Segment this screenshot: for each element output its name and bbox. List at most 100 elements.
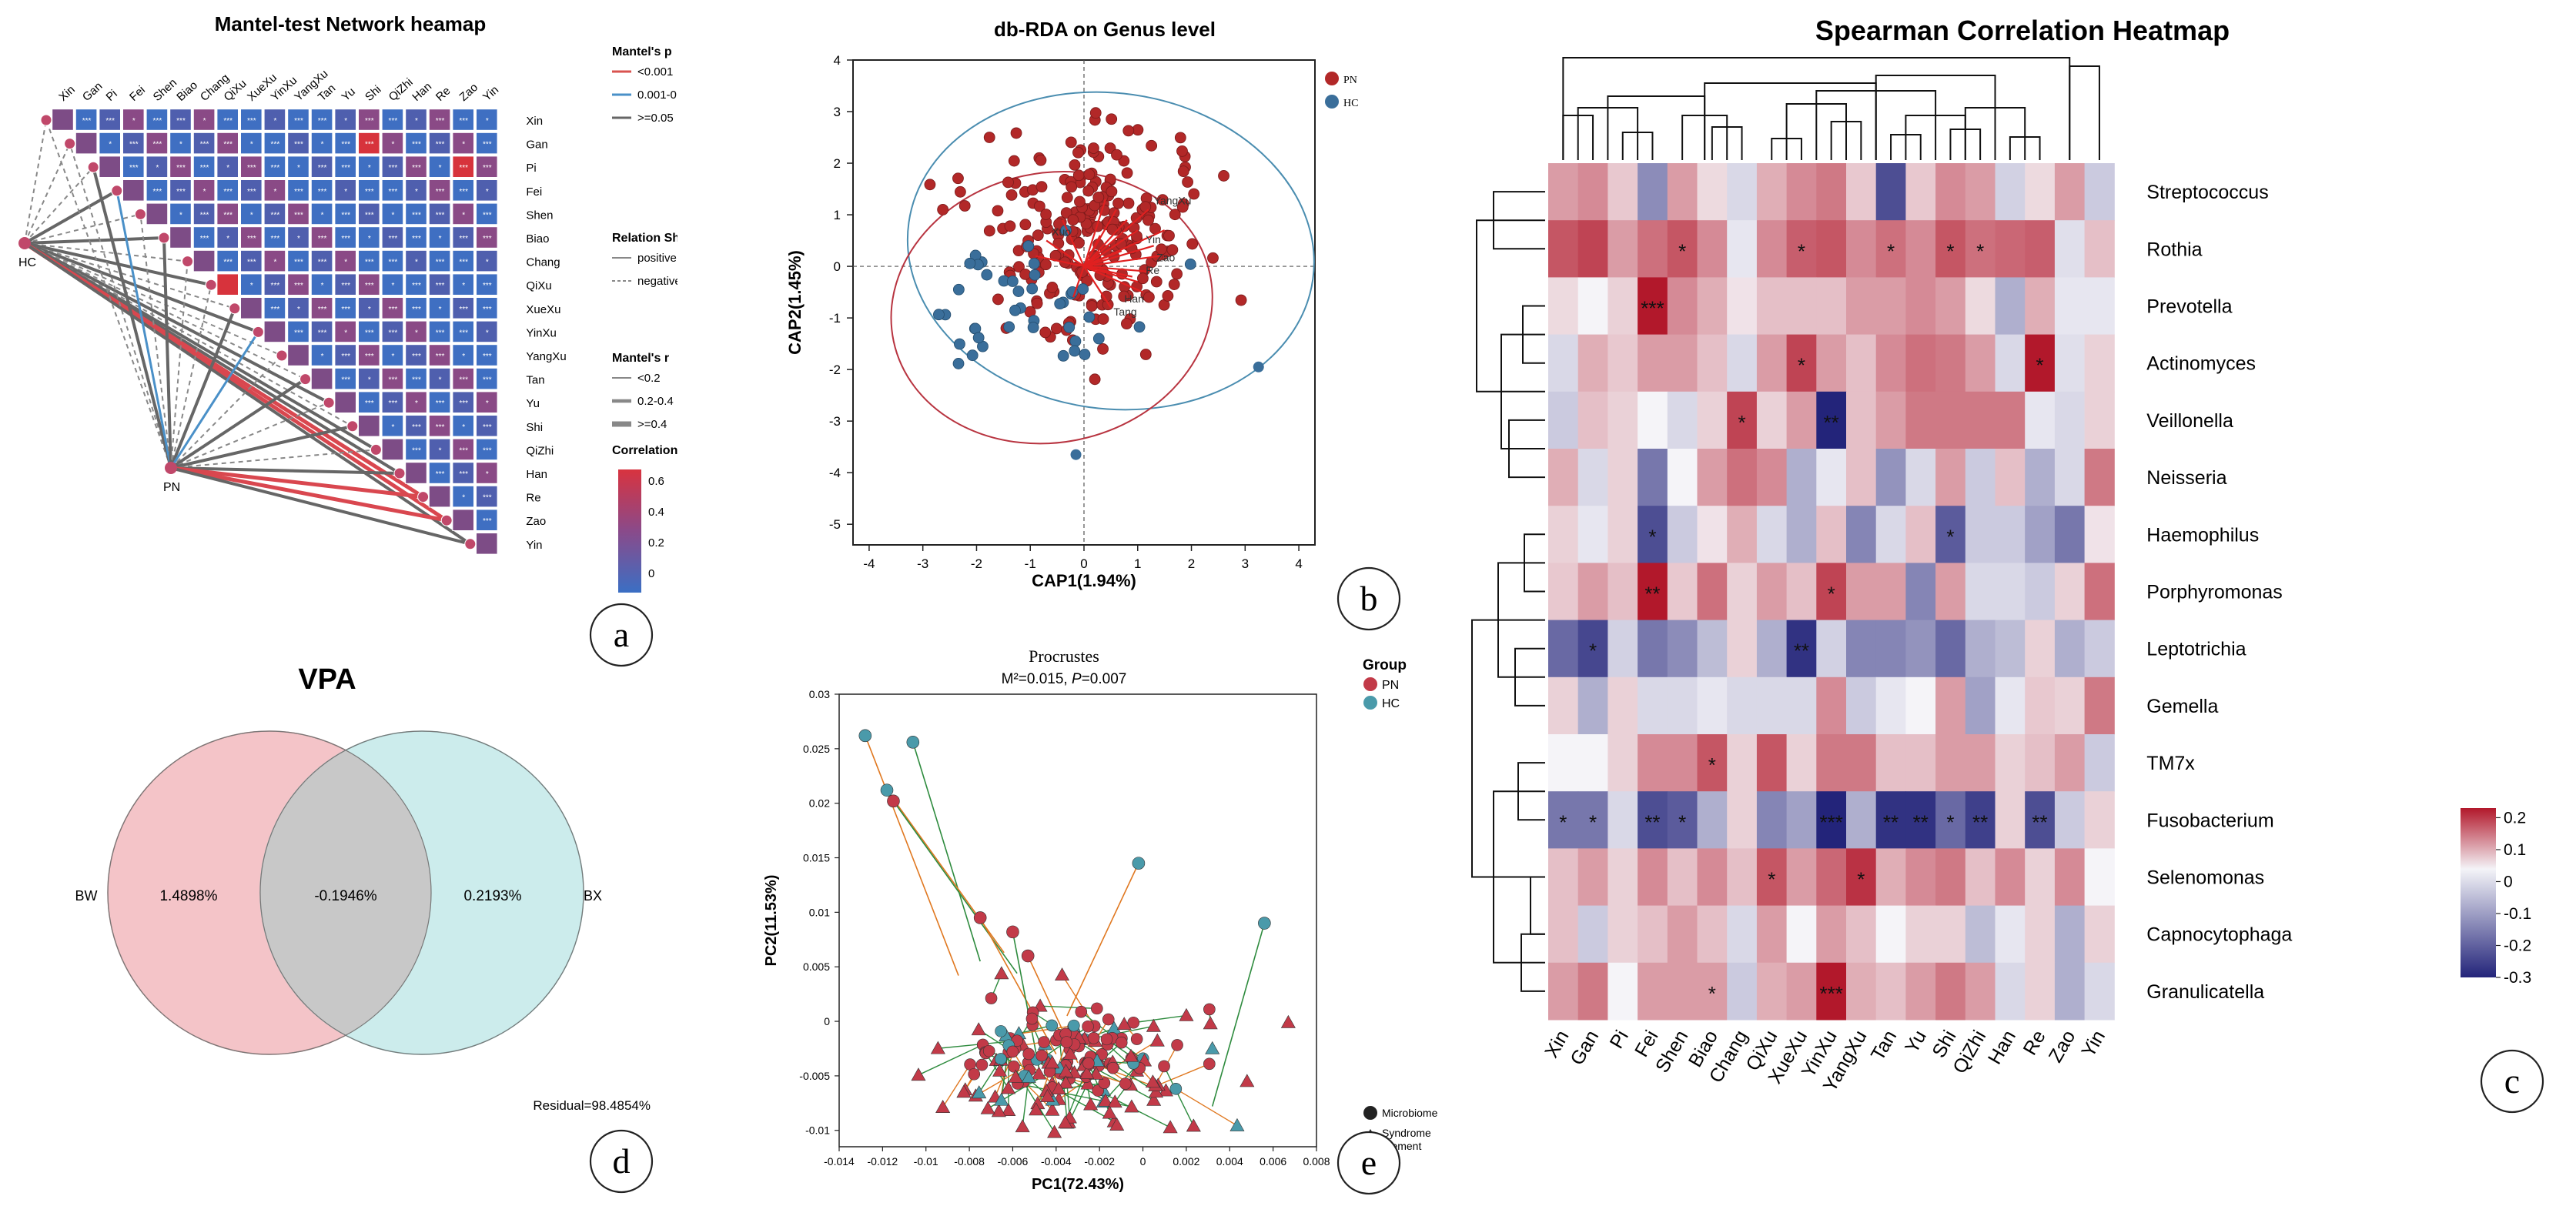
- dbrda-point-hc: [1079, 349, 1090, 360]
- spearman-cell: [2055, 506, 2085, 563]
- spearman-significance: **: [1824, 411, 1839, 434]
- mantel-row-label: Fei: [526, 185, 542, 199]
- spearman-cell: [2055, 335, 2085, 393]
- dbrda-x-tick-label: 2: [1188, 556, 1195, 571]
- mantel-row-label: Xin: [526, 115, 543, 128]
- procrustes-point-microbiome: [1023, 1048, 1035, 1060]
- mantel-cell-stars: ***: [436, 141, 445, 149]
- spearman-cell: [1935, 963, 1965, 1021]
- spearman-cell: [1816, 220, 1846, 278]
- legend-p-item: <0.001: [637, 65, 673, 79]
- spearman-cell: [1965, 506, 1996, 563]
- spearman-cell: [1578, 220, 1608, 278]
- vpa-left-value: 1.4898%: [159, 888, 217, 904]
- spearman-cell: [2055, 563, 2085, 620]
- dbrda-point-pn: [984, 132, 995, 143]
- spearman-row-label: Granulicatella: [2146, 981, 2264, 1003]
- spearman-cell: [1698, 277, 1728, 335]
- spearman-cell: [1996, 734, 2026, 792]
- procrustes-point-microbiome: [859, 730, 871, 742]
- vpa-residual: Residual=98.4854%: [533, 1098, 651, 1113]
- mantel-cell-stars: ***: [389, 259, 398, 267]
- spearman-cell: [1638, 449, 1668, 506]
- mantel-cell-stars: *: [391, 352, 394, 361]
- procrustes-point-microbiome: [1022, 950, 1034, 962]
- mantel-row-label: Yin: [526, 539, 542, 552]
- spearman-cell: [1578, 906, 1608, 964]
- mantel-row-label: Pi: [526, 162, 536, 175]
- spearman-cell: [1548, 906, 1578, 964]
- dbrda-point-pn: [1098, 314, 1109, 325]
- spearman-cell: [1607, 449, 1638, 506]
- spearman-cell: [1668, 449, 1698, 506]
- spearman-cell: [1698, 791, 1728, 849]
- spearman-cell: [1905, 906, 1935, 964]
- dbrda-point-pn: [1219, 170, 1229, 181]
- mantel-cell: [193, 250, 215, 272]
- dbrda-point-pn: [1066, 182, 1077, 192]
- spearman-cell: [1548, 277, 1578, 335]
- dbrda-point-pn: [1069, 159, 1080, 170]
- mantel-cell-stars: ***: [176, 164, 186, 172]
- spearman-cell: [2055, 163, 2085, 221]
- spearman-cell: [1578, 277, 1608, 335]
- mantel-cell: [477, 533, 498, 555]
- procrustes-point-microbiome: [881, 784, 893, 797]
- spearman-cell: [2085, 335, 2115, 393]
- procrustes-legend-shape-label: Microbiome: [1382, 1107, 1438, 1119]
- corr-colorbar-tick: 0.6: [648, 475, 664, 488]
- spearman-cell: [2055, 734, 2085, 792]
- procrustes-link: [1176, 1089, 1237, 1126]
- dbrda-arrow-label: Han: [1124, 292, 1144, 305]
- procrustes-point-syndrome: [1230, 1119, 1244, 1131]
- procrustes-point-syndrome: [1055, 968, 1069, 980]
- spearman-significance: **: [1883, 810, 1899, 833]
- mantel-cell-stars: ***: [459, 306, 468, 314]
- procrustes-link: [913, 742, 980, 961]
- mantel-col-label: Gan: [80, 79, 105, 104]
- spearman-cell: [1816, 906, 1846, 964]
- spearman-cell: [1935, 277, 1965, 335]
- mantel-row-label: QiXu: [526, 279, 551, 292]
- dbrda-point-pn: [1040, 259, 1051, 270]
- spearman-colorbar-tick-label: -0.2: [2504, 937, 2531, 954]
- dbrda-point-pn: [1169, 209, 1180, 220]
- mantel-node: [370, 444, 381, 455]
- procrustes-point-microbiome: [1006, 926, 1019, 938]
- mantel-cell-stars: ***: [365, 211, 374, 219]
- spearman-significance: *: [2036, 354, 2043, 377]
- mantel-cell-stars: ***: [271, 235, 280, 243]
- procrustes-x-tick-label: -0.004: [1041, 1155, 1072, 1168]
- procrustes-x-tick-label: 0.002: [1173, 1155, 1199, 1168]
- mantel-cell-stars: *: [344, 117, 347, 125]
- procrustes-point-syndrome: [972, 1023, 985, 1035]
- spearman-cell: [2055, 848, 2085, 906]
- dbrda-ellipse-pn: [865, 142, 1238, 473]
- spearman-colorbar-tick-label: 0.1: [2504, 841, 2526, 859]
- mantel-cell: [170, 227, 192, 249]
- mantel-row-label: Re: [526, 492, 540, 505]
- spearman-cell: [1996, 563, 2026, 620]
- mantel-cell-stars: *: [297, 306, 300, 314]
- mantel-cell: [217, 274, 239, 296]
- dbrda-point-pn: [1140, 202, 1151, 212]
- spearman-cell: [1876, 392, 1906, 449]
- dbrda-arrow-label: Xuo: [1052, 225, 1071, 238]
- dbrda-arrow-label: YangXu: [1154, 195, 1192, 207]
- procrustes-y-tick-label: -0.005: [799, 1070, 830, 1082]
- spearman-row-label: Haemophilus: [2146, 524, 2259, 546]
- spearman-cell: [1876, 335, 1906, 393]
- dbrda-point-hc: [1013, 286, 1024, 297]
- procrustes-y-tick-label: 0.02: [809, 797, 830, 810]
- spearman-cell: [1876, 677, 1906, 735]
- spearman-cell: [1787, 163, 1817, 221]
- corr-colorbar-tick: 0.4: [648, 506, 664, 519]
- vpa-right-value: 0.2193%: [463, 888, 521, 904]
- panel-label-e: e: [1336, 1130, 1402, 1196]
- spearman-cell: [1846, 449, 1876, 506]
- mantel-hub-node: [165, 462, 177, 474]
- procrustes-point-microbiome: [1026, 1013, 1038, 1024]
- mantel-cell-stars: *: [297, 164, 300, 172]
- spearman-significance: ***: [1819, 810, 1842, 833]
- dbrda-point-hc: [1078, 284, 1089, 295]
